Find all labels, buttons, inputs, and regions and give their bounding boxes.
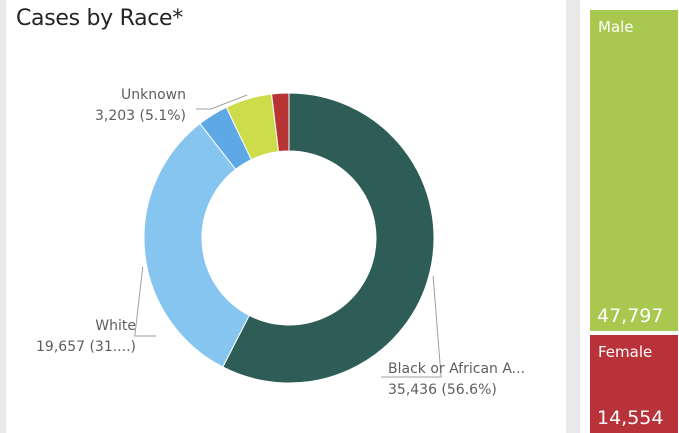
slice-black[interactable] — [222, 92, 435, 384]
treemap-label-female: Female — [598, 343, 653, 361]
leader-line-unknown — [196, 94, 248, 110]
treemap-block-male[interactable]: Male 47,797 — [590, 10, 678, 331]
slice-white[interactable] — [143, 122, 250, 368]
treemap-label-male: Male — [598, 18, 634, 36]
treemap-value-female: 14,554 — [597, 407, 664, 429]
treemap-block-female[interactable]: Female 14,554 — [590, 335, 678, 433]
slice-other-red[interactable] — [271, 92, 290, 153]
treemap-value-male: 47,797 — [597, 305, 664, 327]
race-chart-panel: Cases by Race* Black or African A... 35,4… — [6, 0, 566, 433]
chart-title: Cases by Race* — [16, 6, 183, 31]
leader-line-black — [381, 275, 442, 378]
label-unknown-name: Unknown — [121, 87, 186, 103]
label-white-value: 19,657 (31....) — [36, 339, 136, 355]
gender-treemap-panel: Male 47,797 Female 14,554 — [580, 0, 679, 433]
label-white-name: White — [95, 318, 136, 334]
label-black-name: Black or African A... — [388, 361, 525, 377]
label-unknown-value: 3,203 (5.1%) — [95, 108, 186, 124]
leader-line-white — [134, 266, 156, 337]
label-black-value: 35,436 (56.6%) — [388, 382, 497, 398]
race-donut-chart: Black or African A... 35,436 (56.6%) White… — [36, 87, 525, 398]
